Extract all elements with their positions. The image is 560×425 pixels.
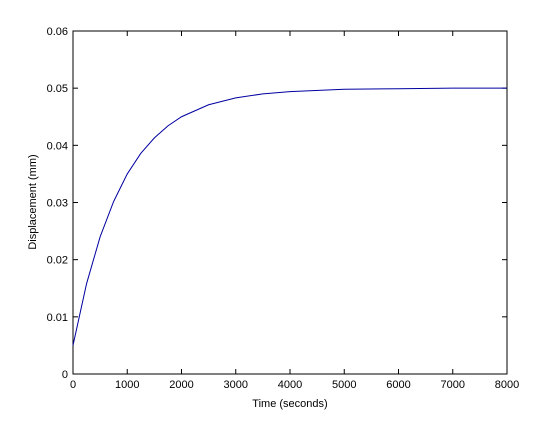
x-tick-label: 3000 (224, 379, 248, 391)
x-tick-label: 1000 (115, 379, 139, 391)
x-tick-label: 2000 (169, 379, 193, 391)
y-tick-label: 0.04 (47, 140, 68, 152)
x-tick-label: 7000 (441, 379, 465, 391)
y-tick-label: 0.02 (47, 255, 68, 267)
plot-frame (72, 30, 508, 375)
y-tick-label: 0.01 (47, 312, 68, 324)
data-line (72, 87, 507, 346)
y-axis-label: Displacement (mm) (27, 154, 39, 249)
x-tick-label: 5000 (332, 379, 356, 391)
y-tick-label: 0.03 (47, 198, 68, 210)
x-tick-label: 6000 (386, 379, 410, 391)
y-tick-label: 0.06 (47, 26, 68, 38)
x-tick-label: 0 (70, 379, 76, 391)
x-tick-label: 8000 (495, 379, 519, 391)
y-tick-label: 0 (62, 369, 68, 381)
x-axis-label: Time (seconds) (252, 398, 327, 410)
x-tick-label: 4000 (278, 379, 302, 391)
y-tick-label: 0.05 (47, 83, 68, 95)
